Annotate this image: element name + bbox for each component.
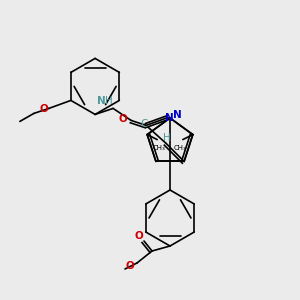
Text: N: N <box>165 113 173 123</box>
Text: CH₃: CH₃ <box>173 145 186 151</box>
Text: O: O <box>119 114 128 124</box>
Text: N: N <box>97 96 106 106</box>
Text: CH₃: CH₃ <box>153 145 166 151</box>
Text: C: C <box>140 119 148 129</box>
Text: O: O <box>40 104 48 114</box>
Text: H: H <box>163 134 171 143</box>
Text: H: H <box>105 96 113 106</box>
Text: O: O <box>126 261 134 271</box>
Text: O: O <box>135 231 143 241</box>
Text: N: N <box>173 110 182 120</box>
